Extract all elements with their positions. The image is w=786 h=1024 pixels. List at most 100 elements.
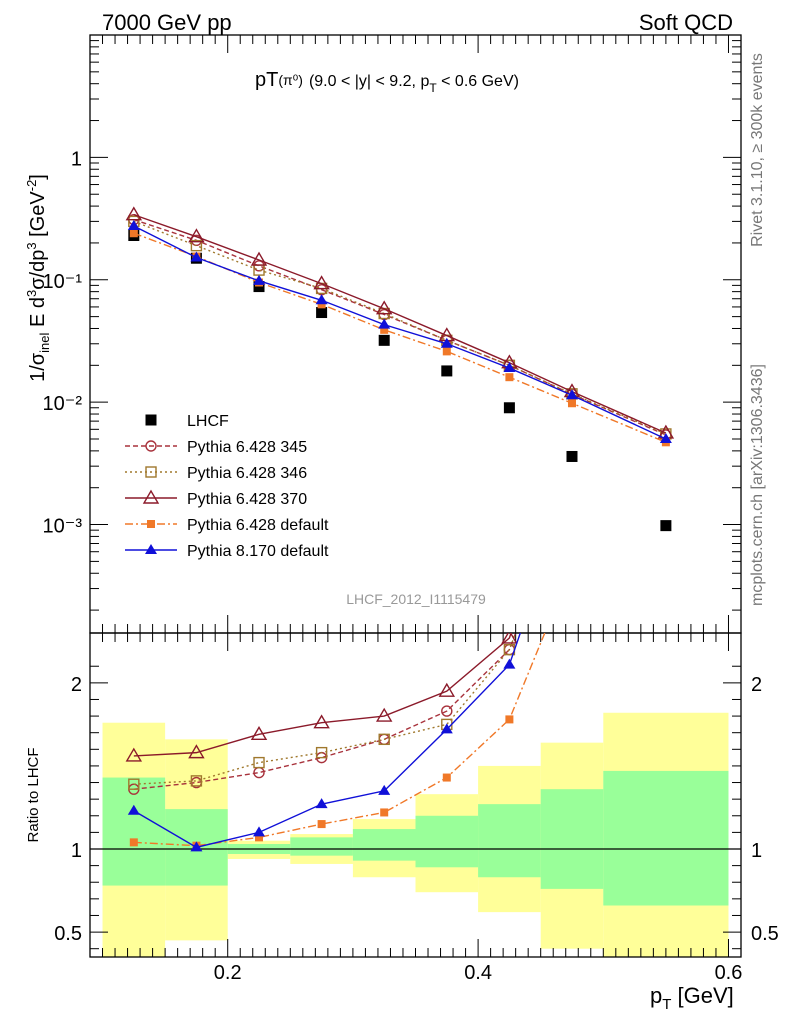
legend-entry: Pythia 6.428 346 bbox=[125, 465, 307, 482]
plot-title-cut-sub: T bbox=[429, 81, 437, 95]
legend-entry: LHCF bbox=[145, 413, 229, 430]
legend-label: Pythia 6.428 346 bbox=[187, 465, 307, 482]
data-point bbox=[503, 402, 515, 414]
ratio-line bbox=[133, 633, 512, 757]
ratio-point bbox=[503, 658, 516, 669]
data-point bbox=[378, 334, 390, 346]
ratio-point bbox=[129, 838, 138, 847]
band-inner bbox=[478, 804, 541, 878]
ratio-line bbox=[133, 633, 517, 785]
data-point bbox=[375, 300, 393, 315]
data-point bbox=[188, 228, 205, 243]
data-point bbox=[313, 275, 330, 290]
svg-text:pT [GeV]: pT [GeV] bbox=[650, 983, 734, 1013]
ratio-point bbox=[253, 756, 265, 769]
ratio-point bbox=[190, 841, 203, 852]
plot-title-main: pT bbox=[255, 69, 278, 91]
data-point bbox=[565, 389, 578, 400]
ratio-y-tick-label: 0.5 bbox=[54, 923, 82, 945]
series-line bbox=[133, 225, 667, 440]
ratio-point bbox=[375, 707, 393, 722]
ratio-point bbox=[315, 798, 328, 809]
ratio-point bbox=[505, 715, 514, 724]
band-inner bbox=[102, 777, 166, 886]
ratio-point bbox=[317, 820, 326, 829]
mcplots-label: mcplots.cern.ch [arXiv:1306.3436] bbox=[749, 364, 766, 606]
ratio-y-tick-label-right: 1 bbox=[751, 840, 762, 862]
ratio-point bbox=[315, 746, 328, 759]
analysis-id: LHCF_2012_I1115479 bbox=[346, 591, 486, 607]
data-point bbox=[503, 362, 516, 373]
x-axis-label: pT [GeV] bbox=[650, 983, 734, 1013]
data-point bbox=[315, 294, 328, 305]
data-point bbox=[440, 337, 453, 348]
axis-ticks: 10⁻³ 10⁻² 10⁻¹ 1 0.2 0.4 0.6 0.5 0.5 1 1 2 2 bbox=[43, 34, 779, 984]
ratio-point bbox=[438, 682, 456, 697]
data-point bbox=[129, 229, 138, 238]
main-series bbox=[125, 206, 675, 532]
band-inner bbox=[540, 789, 604, 889]
ratio-point bbox=[255, 833, 264, 842]
y-tick-label: 10⁻³ bbox=[43, 516, 83, 538]
data-point bbox=[250, 251, 268, 266]
legend-label: LHCF bbox=[187, 413, 229, 430]
ratio-point bbox=[250, 725, 268, 741]
rivet-label: Rivet 3.1.10, ≥ 300k events bbox=[749, 53, 766, 247]
ratio-point bbox=[128, 778, 140, 790]
legend: LHCF Pythia 6.428 345 Pythia 6.428 346 Pyth… bbox=[125, 413, 329, 560]
ratio-point bbox=[313, 714, 330, 729]
ratio-point bbox=[441, 705, 453, 717]
legend-marker bbox=[142, 489, 160, 504]
data-point bbox=[317, 300, 326, 309]
band-inner bbox=[290, 837, 353, 856]
data-point bbox=[380, 325, 389, 334]
legend-label: Pythia 6.428 345 bbox=[187, 439, 307, 456]
data-point bbox=[567, 399, 576, 408]
ratio-y-tick-label: 2 bbox=[71, 674, 82, 696]
x-tick-label: 0.6 bbox=[715, 962, 743, 984]
legend-entry: Pythia 6.428 345 bbox=[125, 439, 307, 456]
y-axis-label-bottom: Ratio to LHCF bbox=[25, 747, 42, 842]
plot-title-cut: (9.0 < |y| < 9.2, p bbox=[309, 73, 429, 90]
data-point bbox=[190, 251, 203, 262]
data-point bbox=[190, 239, 203, 252]
legend-label: Pythia 6.428 370 bbox=[187, 491, 307, 508]
plot-title: pT(π⁰) (9.0 < |y| < 9.2, pT < 0.6 GeV) bbox=[255, 69, 519, 95]
band-inner bbox=[415, 815, 479, 868]
ratio-point bbox=[378, 784, 391, 795]
legend-entry: Pythia 6.428 370 bbox=[125, 489, 307, 508]
ratio-series bbox=[125, 633, 546, 852]
ratio-y-tick-label-right: 0.5 bbox=[751, 923, 779, 945]
data-point bbox=[505, 373, 514, 382]
ratio-line bbox=[133, 633, 517, 790]
data-point bbox=[659, 433, 672, 444]
ratio-y-tick-label-right: 2 bbox=[751, 674, 762, 696]
ratio-point bbox=[442, 773, 451, 782]
x-tick-label: 0.4 bbox=[464, 962, 492, 984]
ratio-point bbox=[188, 744, 205, 759]
legend-marker bbox=[145, 466, 157, 478]
ratio-point bbox=[501, 633, 518, 644]
y-tick-label: 1 bbox=[71, 148, 82, 170]
data-point bbox=[566, 450, 578, 462]
plot-title-cut-tail: < 0.6 GeV) bbox=[437, 73, 519, 90]
data-point bbox=[253, 274, 266, 285]
legend-label: Pythia 8.170 default bbox=[187, 543, 329, 560]
uncertainty-bands bbox=[90, 712, 741, 957]
y-tick-label: 10⁻¹ bbox=[43, 271, 83, 293]
ratio-point bbox=[380, 808, 389, 817]
legend-marker bbox=[145, 544, 157, 554]
legend-marker bbox=[145, 414, 157, 426]
data-point bbox=[253, 281, 265, 293]
header-left: 7000 GeV pp bbox=[102, 10, 232, 35]
data-point bbox=[127, 220, 140, 231]
legend-marker bbox=[145, 440, 157, 452]
ratio-point bbox=[125, 747, 143, 762]
ratio-y-tick-label: 1 bbox=[71, 840, 82, 862]
ratio-point bbox=[253, 826, 266, 837]
data-point bbox=[441, 365, 453, 377]
data-point bbox=[660, 520, 672, 532]
data-point bbox=[316, 307, 328, 319]
data-point bbox=[125, 206, 143, 221]
